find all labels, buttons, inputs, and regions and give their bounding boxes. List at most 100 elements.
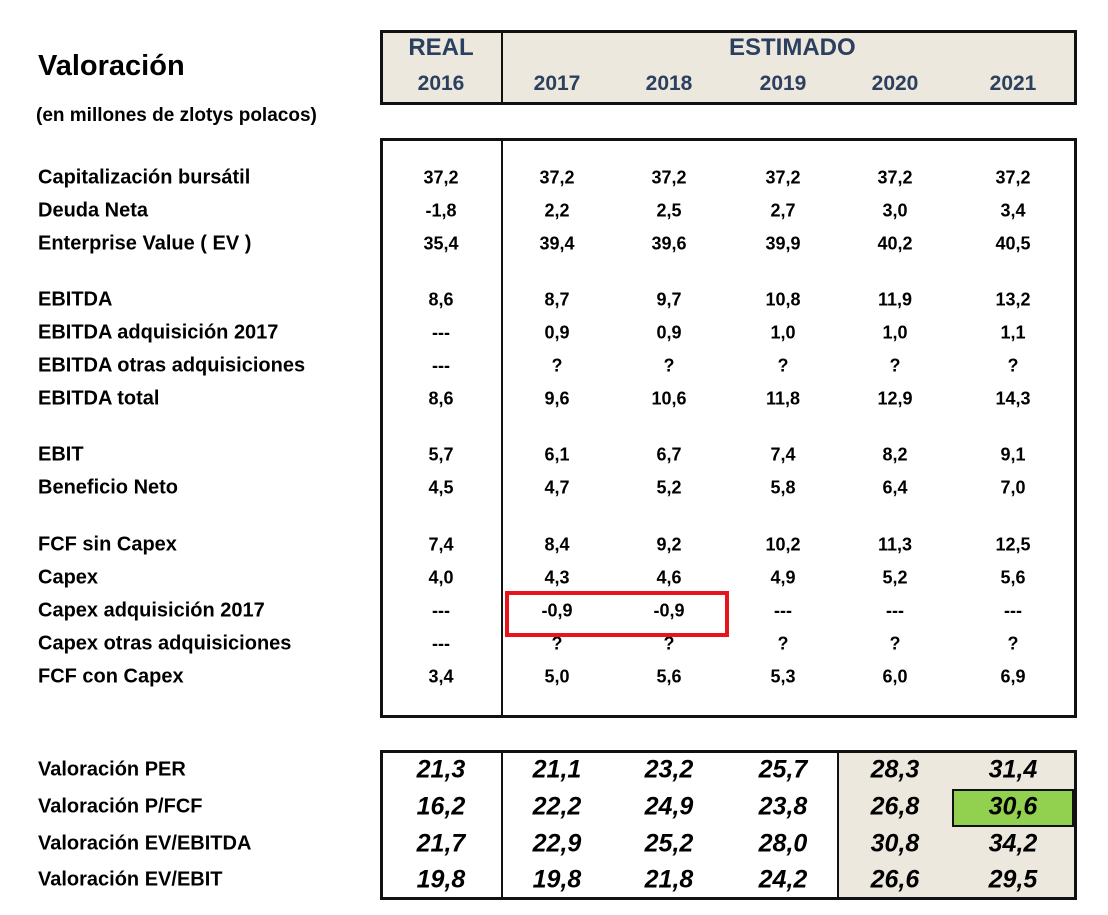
valuation-label: Valoración EV/EBIT: [38, 868, 223, 891]
row-value: 37,2: [539, 167, 575, 188]
estimado-label: ESTIMADO: [729, 34, 856, 61]
year-2019: 2019: [759, 72, 807, 95]
row-value: 2,5: [656, 200, 682, 221]
valuation-label: Valoración P/FCF: [38, 795, 203, 818]
valuation-value: 29,5: [988, 865, 1038, 894]
row-value: 1,0: [770, 322, 796, 343]
row-label: FCF con Capex: [38, 665, 184, 688]
row-value: 4,5: [428, 477, 454, 498]
row-value: 6,1: [544, 444, 570, 465]
row-value: ---: [432, 322, 450, 343]
row-value: ?: [1007, 355, 1019, 376]
row-value: 9,1: [1000, 444, 1026, 465]
row-value: 10,6: [651, 388, 687, 409]
row-value: 40,2: [877, 233, 913, 254]
row-value: 3,4: [428, 666, 454, 687]
units-subtitle: (en millones de zlotys polacos): [36, 105, 317, 126]
row-label: Capex adquisición 2017: [38, 599, 265, 622]
row-value: 12,5: [995, 534, 1031, 555]
valuation-value: 24,9: [644, 792, 694, 821]
year-2021: 2021: [989, 72, 1037, 95]
row-label: Deuda Neta: [38, 199, 149, 222]
row-value: ?: [1007, 633, 1019, 654]
row-label: Enterprise Value ( EV ): [38, 232, 252, 255]
row-value: 39,6: [651, 233, 687, 254]
row-value: 8,4: [544, 534, 570, 555]
row-value: 4,6: [656, 567, 682, 588]
row-value: 6,0: [882, 666, 908, 687]
row-value: 37,2: [423, 167, 459, 188]
valuation-value: 21,3: [416, 755, 466, 784]
row-value: 11,3: [877, 534, 913, 555]
table-divider: [501, 138, 503, 715]
row-label: EBITDA otras adquisiciones: [38, 354, 306, 377]
row-label: Capex otras adquisiciones: [38, 632, 292, 655]
row-value: 4,7: [544, 477, 570, 498]
row-value: ?: [777, 633, 789, 654]
valuation-value: 25,7: [758, 755, 808, 784]
page-title: Valoración: [38, 50, 185, 82]
row-value: 8,2: [882, 444, 908, 465]
valuation-value: 24,2: [758, 865, 808, 894]
row-value: 1,1: [1000, 322, 1026, 343]
row-value: 5,7: [428, 444, 454, 465]
valuation-value: 19,8: [532, 865, 582, 894]
valuation-value: 22,9: [532, 829, 582, 858]
row-value: 0,9: [544, 322, 570, 343]
row-value: 37,2: [877, 167, 913, 188]
row-value: 11,9: [877, 289, 913, 310]
real-label: REAL: [408, 34, 474, 61]
table-divider: [501, 750, 503, 897]
valuation-value: 21,8: [644, 865, 694, 894]
row-label: Capitalización bursátil: [38, 166, 251, 189]
row-value: 5,6: [1000, 567, 1026, 588]
row-value: 13,2: [995, 289, 1031, 310]
row-label: FCF sin Capex: [38, 533, 177, 556]
valuation-value: 28,3: [870, 755, 920, 784]
row-value: 2,2: [544, 200, 570, 221]
row-value: 37,2: [651, 167, 687, 188]
row-value: ?: [777, 355, 789, 376]
row-value: 5,2: [656, 477, 682, 498]
row-value: ?: [663, 355, 675, 376]
year-2016: 2016: [417, 72, 465, 95]
row-value: 3,0: [882, 200, 908, 221]
row-value: 4,0: [428, 567, 454, 588]
row-label: EBITDA total: [38, 387, 160, 410]
valuation-value: 30,8: [870, 829, 920, 858]
row-value: 7,0: [1000, 477, 1026, 498]
valuation-value: 23,8: [758, 792, 808, 821]
row-value: 8,6: [428, 289, 454, 310]
row-value: 7,4: [770, 444, 796, 465]
row-value: 5,3: [770, 666, 796, 687]
valuation-value: 22,2: [532, 792, 582, 821]
year-2020: 2020: [871, 72, 919, 95]
year-2017: 2017: [533, 72, 581, 95]
table-divider: [837, 750, 839, 897]
row-value: 5,8: [770, 477, 796, 498]
row-value: 40,5: [995, 233, 1031, 254]
valuation-value: 34,2: [988, 829, 1038, 858]
row-value: 10,2: [765, 534, 801, 555]
row-value: ---: [1004, 600, 1022, 621]
highlight-red-box: [505, 591, 729, 637]
valuation-value: 26,6: [870, 865, 920, 894]
row-value: 10,8: [765, 289, 801, 310]
valuation-label: Valoración PER: [38, 758, 186, 781]
valuation-value: 26,8: [870, 792, 920, 821]
valuation-value: 31,4: [988, 755, 1038, 784]
financials-table: [380, 138, 1077, 718]
row-value: 5,6: [656, 666, 682, 687]
row-value: ?: [551, 633, 563, 654]
row-value: 12,9: [877, 388, 913, 409]
row-label: EBIT: [38, 443, 84, 466]
row-value: 1,0: [882, 322, 908, 343]
highlight-green-cell: [952, 789, 1074, 827]
row-value: ?: [889, 355, 901, 376]
year-header: [380, 30, 1077, 105]
row-label: EBITDA adquisición 2017: [38, 321, 279, 344]
valuation-value: 16,2: [416, 792, 466, 821]
row-value: ---: [432, 600, 450, 621]
row-value: 6,4: [882, 477, 908, 498]
row-value: 9,7: [656, 289, 682, 310]
